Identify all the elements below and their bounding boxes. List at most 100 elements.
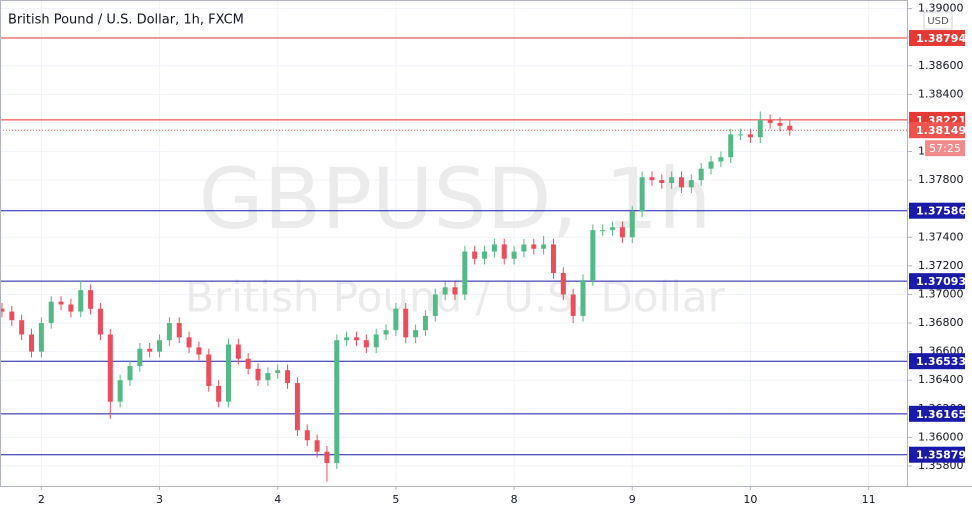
candle-body bbox=[649, 177, 655, 181]
candle-body bbox=[255, 368, 261, 381]
candle-body bbox=[639, 177, 645, 212]
candle-body bbox=[521, 244, 527, 252]
x-tick-label: 11 bbox=[862, 493, 876, 506]
levels bbox=[0, 37, 908, 456]
watermark: GBPUSD, 1h bbox=[199, 150, 712, 248]
level-label-box bbox=[909, 405, 965, 422]
candle-body bbox=[324, 451, 330, 464]
candle-body bbox=[688, 180, 694, 188]
candle-body bbox=[48, 301, 54, 324]
candle-body bbox=[275, 370, 281, 374]
candle-body bbox=[265, 373, 271, 381]
candle-body bbox=[88, 290, 94, 309]
candle-body bbox=[245, 358, 251, 369]
candle-body bbox=[590, 230, 596, 281]
candle-body bbox=[501, 244, 507, 259]
price-labels: 1.387941.382211.375861.370931.365331.361… bbox=[909, 30, 966, 463]
level-label-box bbox=[909, 273, 965, 290]
candle-body bbox=[629, 211, 635, 238]
y-tick-label: 1.37400 bbox=[918, 230, 964, 243]
candle-body bbox=[166, 323, 172, 341]
candle-body bbox=[610, 227, 616, 231]
candle-body bbox=[678, 177, 684, 188]
y-tick-label: 1.38600 bbox=[918, 59, 964, 72]
level-label: 1.37093 bbox=[916, 275, 966, 288]
y-tick-label: 1.37000 bbox=[918, 287, 964, 300]
candle-body bbox=[728, 134, 734, 158]
candle-body bbox=[708, 161, 714, 169]
candle-body bbox=[314, 440, 320, 452]
candle-body bbox=[580, 280, 586, 316]
candle-body bbox=[403, 308, 409, 338]
candle-body bbox=[117, 380, 123, 402]
candle-body bbox=[373, 334, 379, 348]
candle-body bbox=[58, 301, 64, 305]
candle-body bbox=[757, 120, 763, 138]
candle-body bbox=[176, 323, 182, 338]
level-label-box bbox=[909, 353, 965, 370]
candle-body bbox=[235, 344, 241, 359]
candle-body bbox=[0, 308, 5, 312]
candle-body bbox=[738, 134, 744, 136]
countdown-box bbox=[925, 140, 965, 157]
candle-body bbox=[619, 227, 625, 238]
level-label-box bbox=[909, 202, 965, 219]
currency: USD bbox=[927, 16, 949, 27]
candle-body bbox=[600, 230, 606, 232]
x-tick-label: 4 bbox=[274, 493, 281, 506]
candle-body bbox=[9, 311, 15, 321]
candle-body bbox=[452, 287, 458, 295]
candle-body bbox=[393, 308, 399, 331]
candle-body bbox=[491, 244, 497, 252]
candle-body bbox=[304, 430, 310, 441]
last-price-label: 1.38149 bbox=[916, 124, 966, 137]
x-tick-label: 9 bbox=[629, 493, 636, 506]
level-label: 1.36533 bbox=[916, 355, 966, 368]
candle-body bbox=[196, 347, 202, 355]
countdown: 57:25 bbox=[929, 142, 961, 155]
candle-body bbox=[669, 177, 675, 183]
candle-body bbox=[97, 308, 103, 335]
x-tick-label: 10 bbox=[743, 493, 757, 506]
candle-body bbox=[29, 334, 35, 352]
candles bbox=[0, 111, 793, 482]
candle-body bbox=[659, 180, 665, 183]
candle-body bbox=[216, 385, 222, 402]
candle-body bbox=[354, 337, 360, 341]
candle-body bbox=[363, 340, 369, 348]
candle-body bbox=[38, 323, 44, 352]
level-label-box bbox=[909, 446, 965, 463]
y-tick-label: 1.36400 bbox=[918, 373, 964, 386]
candle-body bbox=[107, 334, 113, 402]
candle-body bbox=[747, 134, 753, 138]
level-label: 1.38794 bbox=[916, 32, 966, 45]
candle-body bbox=[482, 251, 488, 259]
candle-body bbox=[560, 273, 566, 295]
candle-body bbox=[186, 337, 192, 348]
y-tick-label: 1.36800 bbox=[918, 316, 964, 329]
y-tick-label: 1.38400 bbox=[918, 87, 964, 100]
candle-body bbox=[225, 344, 231, 402]
candle-body bbox=[19, 320, 25, 335]
candle-body bbox=[285, 370, 291, 384]
candle-body bbox=[462, 251, 468, 295]
y-tick-label: 1.37200 bbox=[918, 259, 964, 272]
candle-body bbox=[442, 287, 448, 295]
candle-body bbox=[718, 157, 724, 162]
candle-body bbox=[157, 340, 163, 352]
y-tick-label: 1.37800 bbox=[918, 173, 964, 186]
candle-body bbox=[531, 244, 537, 249]
candle-body bbox=[511, 251, 517, 259]
candle-body bbox=[68, 304, 74, 312]
candle-body bbox=[767, 120, 773, 123]
currency-box bbox=[923, 11, 953, 30]
level-label: 1.37586 bbox=[916, 205, 966, 218]
level-label-box bbox=[909, 30, 965, 47]
candle-body bbox=[698, 168, 704, 181]
y-tick-label: 1.36000 bbox=[918, 430, 964, 443]
candle-body bbox=[383, 330, 389, 335]
last-price-label-box bbox=[909, 122, 965, 139]
level-label: 1.36165 bbox=[916, 408, 966, 421]
candle-body bbox=[787, 125, 793, 131]
